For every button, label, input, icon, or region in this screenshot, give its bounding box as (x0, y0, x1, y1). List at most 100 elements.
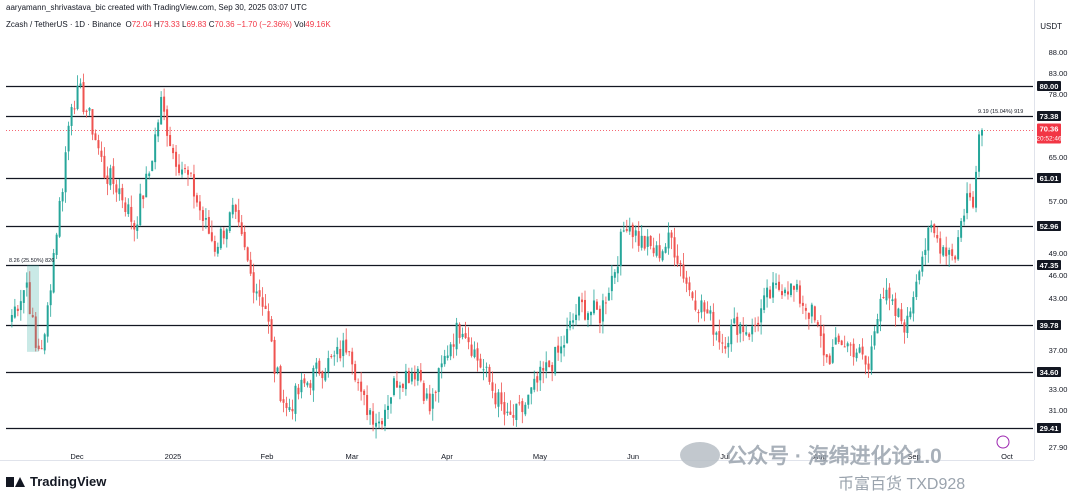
x-tick-label: 2025 (165, 452, 182, 461)
tradingview-logo[interactable]: TradingView (6, 474, 106, 489)
candle (566, 317, 569, 345)
candle (231, 197, 234, 219)
candle (58, 197, 61, 238)
candle (204, 208, 207, 229)
y-tick-label: 43.00 (1049, 294, 1068, 303)
candle (563, 335, 566, 357)
level-label-bg (1037, 260, 1061, 270)
candle (837, 333, 840, 345)
level-label: 73.38 (1040, 112, 1059, 121)
candle (73, 100, 76, 115)
candle (255, 283, 258, 301)
candle (685, 270, 688, 293)
x-tick-label: Mar (346, 452, 359, 461)
candle (416, 366, 419, 386)
candle (942, 245, 945, 257)
candle (94, 129, 97, 141)
candle (395, 371, 398, 388)
candle (598, 305, 601, 334)
candle (67, 121, 70, 161)
candle (586, 311, 589, 328)
price-axis[interactable]: 88.00 83.00 78.00 65.00 57.00 49.00 46.00 43.00… (1034, 0, 1068, 460)
candle (142, 195, 145, 209)
candle (145, 166, 148, 198)
candle (61, 188, 64, 212)
candle (801, 295, 804, 315)
candle (769, 286, 772, 300)
candle (578, 296, 581, 321)
candle (437, 367, 440, 403)
candle (434, 390, 437, 402)
candle (825, 354, 828, 363)
candle (446, 345, 449, 361)
candle (381, 417, 384, 430)
candle (360, 371, 363, 401)
candle (467, 327, 470, 350)
candle (243, 225, 246, 251)
candle (112, 158, 115, 195)
x-tick-label: Feb (261, 452, 274, 461)
candle (927, 225, 930, 263)
horizontal-levels (6, 85, 1033, 430)
event-icon[interactable] (996, 435, 1010, 449)
candle (840, 339, 843, 346)
high-value: 73.33 (159, 20, 180, 29)
candle (410, 367, 413, 385)
candle (673, 227, 676, 267)
candle (184, 164, 187, 174)
candle (524, 402, 527, 417)
range-box (27, 265, 39, 352)
symbol-name[interactable]: Zcash / TetherUS · 1D · Binance (6, 20, 122, 29)
candle (482, 358, 485, 381)
candle (930, 220, 933, 233)
time-axis[interactable]: Dec 2025 Feb Mar Apr May Jun Jul Aug Sep Oct (0, 452, 1034, 461)
candle (85, 109, 88, 118)
candle (792, 285, 795, 302)
symbol-bar[interactable]: Zcash / TetherUS · 1D · Binance O72.04 H… (6, 20, 331, 29)
candle (816, 320, 819, 328)
candle (348, 350, 351, 357)
candle (849, 342, 852, 356)
close-value: 70.36 (214, 20, 235, 29)
candle (228, 211, 231, 234)
candle (691, 290, 694, 301)
candle (658, 233, 661, 262)
candle (557, 336, 560, 361)
level-label-bg (1037, 423, 1061, 433)
currency-label[interactable]: USDT (1040, 22, 1062, 31)
y-tick-label: 88.00 (1049, 48, 1068, 57)
candle (189, 172, 192, 177)
candle (136, 216, 139, 239)
level-label-bg (1037, 320, 1061, 330)
candle (951, 243, 954, 261)
candle (867, 356, 870, 378)
candle (422, 380, 425, 405)
candle (157, 119, 160, 143)
candle (219, 226, 222, 250)
y-tick-label: 83.00 (1049, 69, 1068, 78)
candle (476, 342, 479, 372)
candle (631, 222, 634, 249)
candle (533, 370, 536, 393)
candle (375, 413, 378, 439)
candle (527, 394, 530, 409)
candle (109, 164, 112, 190)
candle (763, 287, 766, 314)
candle (828, 353, 831, 365)
candle (97, 134, 100, 155)
candle (19, 289, 22, 321)
candle (613, 269, 616, 285)
candle (846, 341, 849, 353)
candle (103, 147, 106, 179)
candle (55, 232, 58, 260)
candle (64, 146, 67, 203)
candle (491, 371, 494, 399)
candle (40, 339, 43, 350)
candle (694, 290, 697, 312)
candle (449, 342, 452, 361)
candle (186, 166, 189, 186)
candle (581, 292, 584, 313)
candle (903, 319, 906, 344)
candle (512, 404, 515, 426)
